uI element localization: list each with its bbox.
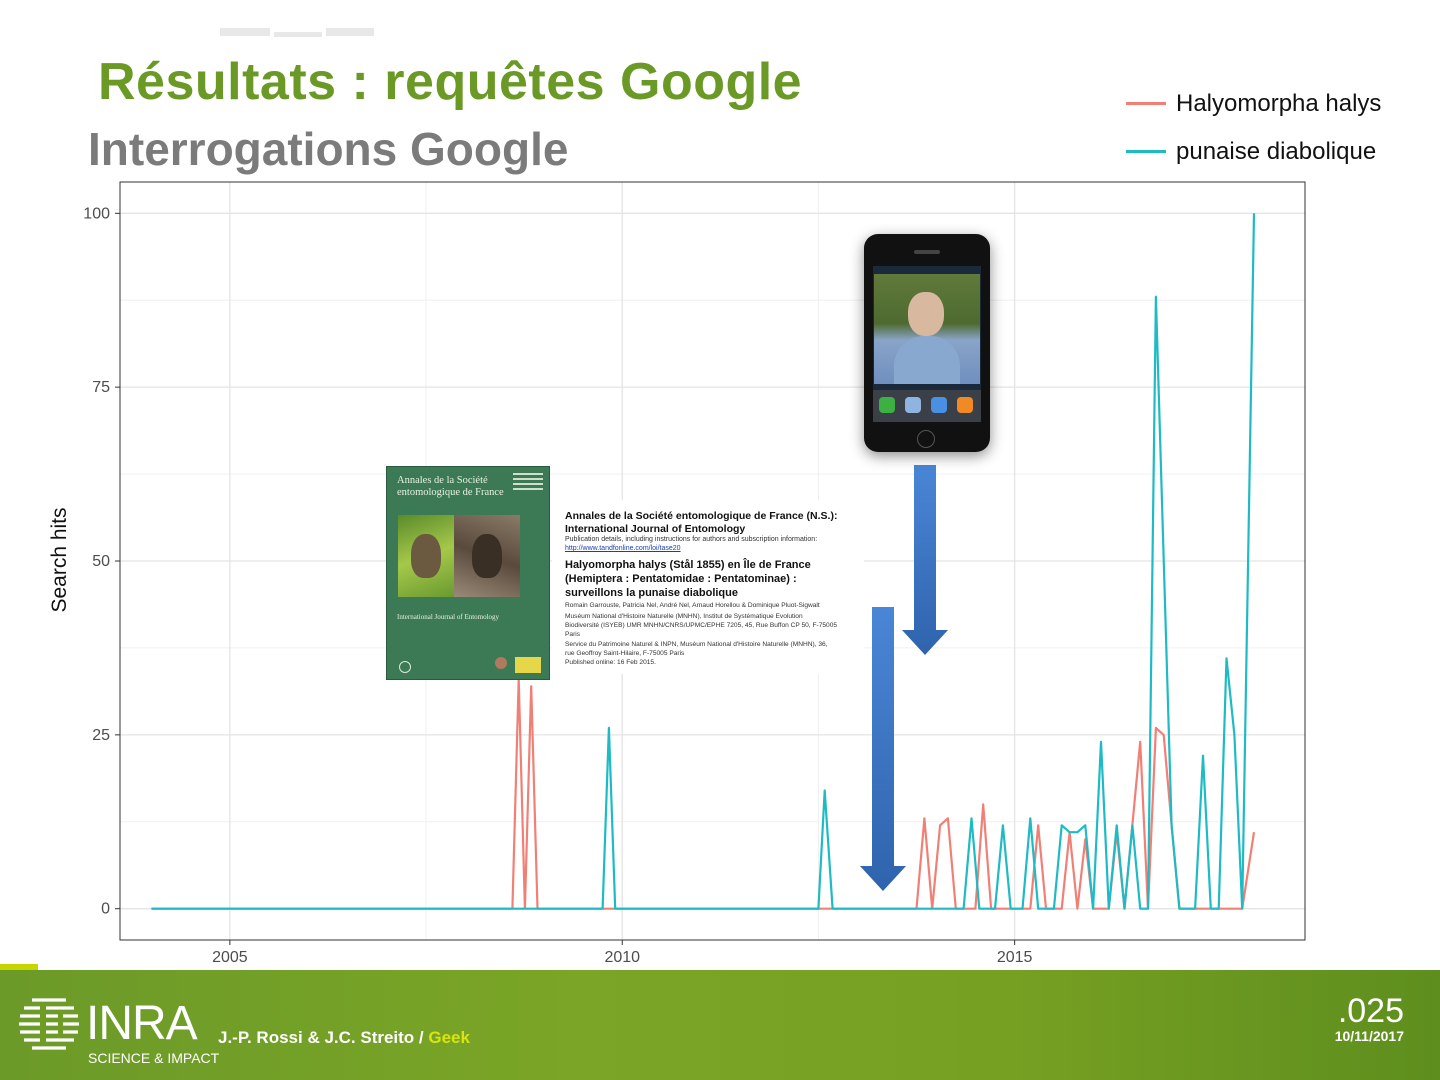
article-authors: Romain Garrouste, Patricia Nel, André Ne…: [565, 602, 820, 609]
footer-bar: INRA SCIENCE & IMPACT J.-P. Rossi & J.C.…: [0, 970, 1440, 1080]
mail-app-icon: [905, 397, 921, 413]
x-tick-label: 2015: [997, 949, 1033, 966]
slide-date: 10/11/2017: [1334, 1028, 1404, 1044]
person-shirt: [894, 336, 960, 384]
article-published-date: Published online: 16 Feb 2015.: [565, 659, 656, 666]
home-button-icon: [917, 430, 935, 448]
y-tick-label: 75: [92, 379, 110, 396]
footer-authors: J.-P. Rossi & J.C. Streito / Geek: [218, 1028, 470, 1048]
society-badge-icon: [515, 657, 541, 673]
society-seal-icon: [495, 657, 507, 669]
article-title-line: Halyomorpha halys (Stål 1855) en Île de …: [565, 559, 811, 571]
slide-number: .025: [1337, 992, 1404, 1030]
authors-text: J.-P. Rossi & J.C. Streito /: [218, 1028, 429, 1047]
stink-bug-photo-green: [398, 515, 454, 597]
article-publication-details: Publication details, including instructi…: [565, 536, 818, 543]
inra-tagline: SCIENCE & IMPACT: [88, 1050, 220, 1066]
top-decoration: [326, 28, 374, 36]
article-journal-subtitle: International Journal of Entomology: [565, 523, 746, 535]
phone-speaker: [914, 250, 940, 254]
smartphone-image: [864, 234, 990, 452]
article-header-image: Annales de la Société entomologique de F…: [552, 500, 864, 674]
article-affiliation: rue Geoffroy Saint-Hilaire, F-75005 Pari…: [565, 650, 685, 657]
stink-bug-icon: [472, 534, 502, 578]
y-tick-label: 100: [83, 205, 110, 222]
person-photo: [874, 274, 980, 384]
phone-app-icon: [879, 397, 895, 413]
legend-label: Halyomorpha halys: [1176, 90, 1382, 117]
music-app-icon: [957, 397, 973, 413]
slide-title: Résultats : requêtes Google: [98, 53, 803, 111]
slide-subtitle: Interrogations Google: [88, 123, 569, 175]
article-title-line: surveillons la punaise diabolique: [565, 587, 738, 599]
article-affiliation: Biodiversité (ISYEB) UMR MNHN/CNRS/UPMC/…: [565, 622, 838, 629]
phone-screen: [873, 266, 981, 422]
legend-label: punaise diabolique: [1176, 138, 1377, 165]
article-affiliation: Muséum National d'Histoire Naturelle (MN…: [565, 613, 803, 620]
y-tick-label: 0: [101, 901, 110, 918]
x-tick-label: 2010: [604, 949, 640, 966]
person-face: [908, 292, 944, 336]
series-line-halyomorpha-halys: [151, 678, 1256, 910]
safari-app-icon: [931, 397, 947, 413]
footer-accent: [0, 964, 38, 972]
authors-highlight: Geek: [428, 1028, 470, 1047]
chart-ticks: 0 25 50 75 100 2005 2010 2015: [83, 205, 1032, 966]
inra-globe-logo-icon: [19, 998, 79, 1050]
article-affiliation: Service du Patrimoine Naturel & INPN, Mu…: [565, 641, 828, 648]
publisher-logo-icon: [399, 661, 411, 673]
article-title-line: (Hemiptera : Pentatomidae : Pentatominae…: [565, 573, 797, 585]
journal-cover-meta: [513, 473, 543, 495]
top-decoration: [220, 28, 270, 36]
y-tick-label: 50: [92, 553, 110, 570]
journal-cover-image: Annales de la Société entomologique de F…: [386, 466, 550, 680]
legend-swatch: [1126, 150, 1166, 153]
y-axis-label: Search hits: [48, 507, 71, 613]
search-hits-chart: 0 25 50 75 100 2005 2010 2015: [83, 181, 1306, 966]
x-tick-label: 2005: [212, 949, 248, 966]
article-affiliation: Paris: [565, 631, 581, 638]
down-arrow-icon: [860, 607, 906, 891]
series-line-punaise-diabolique: [151, 213, 1256, 910]
legend-swatch: [1126, 102, 1166, 105]
top-decoration: [274, 32, 322, 37]
y-tick-label: 25: [92, 727, 110, 744]
stink-bug-photo-brown: [454, 515, 520, 597]
article-journal: Annales de la Société entomologique de F…: [565, 510, 838, 522]
chart-series: [151, 213, 1256, 910]
article-link: http://www.tandfonline.com/loi/tase20: [565, 545, 681, 552]
journal-cover-subtitle: International Journal of Entomology: [397, 613, 500, 621]
stink-bug-icon: [411, 534, 441, 578]
down-arrow-icon: [902, 465, 948, 655]
inra-logo-text: INRA: [86, 997, 198, 1050]
journal-cover-title: Annales de la Société entomologique de F…: [397, 475, 504, 498]
